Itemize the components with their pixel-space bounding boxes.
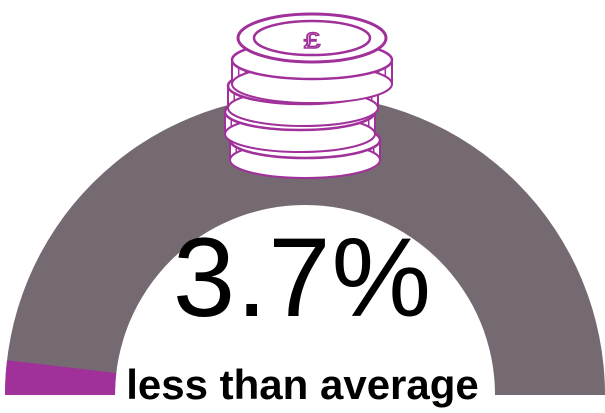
comparison-caption: less than average xyxy=(126,361,479,408)
gauge-fill xyxy=(5,360,117,395)
gauge-track xyxy=(5,95,605,395)
coin-stack-pound-icon: £ xyxy=(223,12,394,179)
value-percentage: 3.7% xyxy=(172,215,433,340)
pound-symbol: £ xyxy=(304,28,321,53)
